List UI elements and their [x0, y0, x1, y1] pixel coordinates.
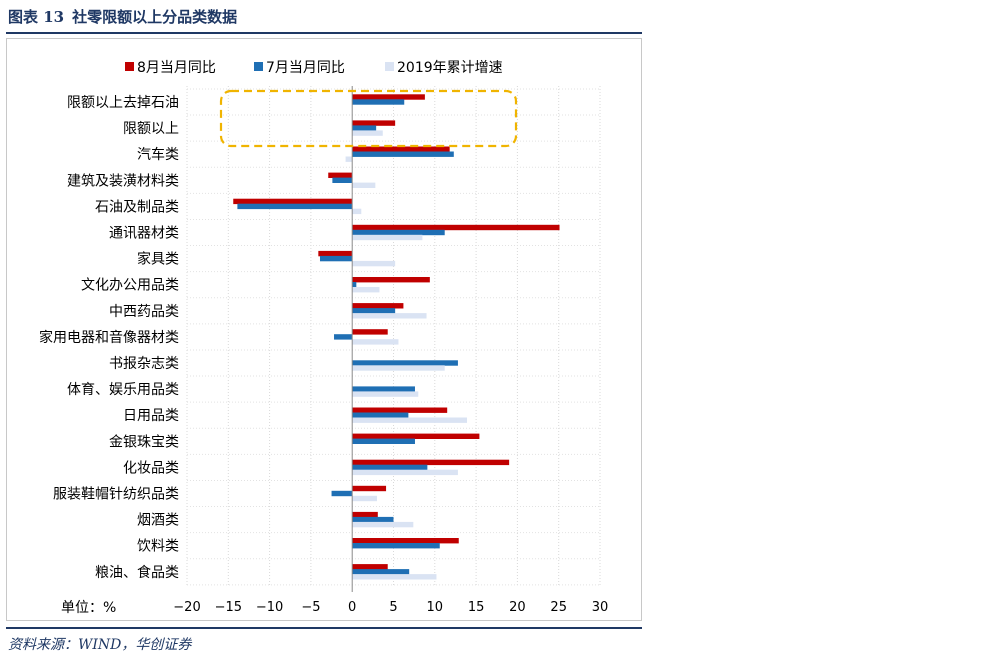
- bar: [352, 260, 396, 267]
- bar: [352, 277, 430, 283]
- category-label: 服装鞋帽针纺织品类: [53, 487, 179, 503]
- bar: [352, 125, 377, 131]
- x-tick-label: −15: [215, 600, 242, 615]
- x-tick-label: 20: [509, 600, 526, 615]
- x-tick-label: −10: [256, 600, 283, 615]
- x-tick-label: −20: [173, 600, 200, 615]
- legend-swatch: [254, 62, 263, 71]
- bar: [352, 543, 440, 549]
- category-label: 体育、娱乐用品类: [67, 382, 179, 398]
- highlight-box: [219, 89, 518, 148]
- category-label: 中西药品类: [109, 304, 179, 320]
- bar: [352, 412, 409, 418]
- bar: [332, 177, 353, 183]
- category-label: 日用品类: [123, 408, 179, 424]
- bar: [352, 329, 388, 335]
- bar: [318, 250, 353, 257]
- bar: [328, 172, 353, 178]
- x-tick-label: 10: [427, 600, 444, 615]
- bar: [319, 255, 353, 262]
- category-label: 家具类: [137, 251, 179, 268]
- category-label: 粮油、食品类: [95, 564, 179, 581]
- category-label: 家用电器和音像器材类: [39, 329, 179, 346]
- top-rule: [6, 32, 642, 34]
- bar: [352, 339, 399, 345]
- bar: [352, 130, 383, 136]
- source-note: 资料来源：WIND，华创证券: [8, 637, 192, 653]
- bar: [352, 574, 437, 580]
- bar: [352, 564, 388, 570]
- unit-label: 单位：%: [61, 600, 116, 616]
- legend-swatch: [385, 62, 394, 71]
- chart-frame: [6, 38, 642, 621]
- bar: [352, 516, 394, 523]
- bottom-rule: [6, 627, 642, 629]
- bar: [352, 282, 357, 288]
- category-label: 文化办公用品类: [81, 278, 179, 294]
- bar: [352, 485, 387, 492]
- x-tick-label: 25: [550, 600, 567, 615]
- bar: [352, 433, 480, 439]
- bar: [352, 94, 425, 100]
- bar: [352, 469, 458, 476]
- figure-title: 图表 13 社零限额以上分品类数据: [8, 6, 245, 30]
- category-label: 金银珠宝类: [109, 434, 179, 450]
- category-label: 化妆品类: [123, 460, 179, 476]
- category-label: 烟酒类: [137, 513, 179, 529]
- bar: [352, 208, 362, 215]
- bar: [237, 203, 353, 210]
- figure-title-text: 社零限额以上分品类数据: [72, 8, 238, 26]
- x-tick-label: 0: [348, 600, 356, 615]
- x-tick-label: 5: [389, 600, 397, 615]
- category-label: 限额以上: [123, 121, 179, 137]
- bar: [352, 224, 560, 231]
- bar: [345, 156, 353, 162]
- category-label: 书报杂志类: [109, 356, 179, 372]
- category-label: 饮料类: [137, 539, 179, 555]
- bar: [352, 120, 396, 126]
- bar: [352, 391, 419, 397]
- bar: [352, 229, 445, 236]
- bar: [352, 182, 376, 188]
- bar: [352, 495, 377, 502]
- bar: [352, 146, 450, 152]
- bar: [352, 464, 428, 471]
- bar: [352, 287, 380, 293]
- figure-label: 图表 13: [8, 8, 65, 26]
- bar: [352, 360, 458, 366]
- bar: [352, 234, 423, 241]
- legend-label: 8月当月同比: [137, 60, 216, 76]
- legend-swatch: [125, 62, 134, 71]
- bar: [334, 334, 353, 340]
- bar: [352, 438, 415, 444]
- category-label: 限额以上去掉石油: [67, 95, 179, 111]
- bar: [352, 303, 404, 309]
- bar: [352, 308, 396, 314]
- category-label: 汽车类: [137, 146, 179, 163]
- bar: [233, 198, 353, 205]
- bar: [352, 313, 427, 319]
- bar: [352, 386, 415, 392]
- bar: [352, 417, 468, 423]
- x-tick-label: 15: [468, 600, 485, 615]
- category-label: 通讯器材类: [109, 226, 179, 242]
- bar: [352, 99, 405, 105]
- legend-label: 7月当月同比: [266, 60, 345, 76]
- bar: [352, 407, 448, 413]
- bar: [352, 538, 459, 544]
- bar: [352, 459, 510, 466]
- legend-label: 2019年累计增速: [397, 60, 503, 76]
- x-tick-label: −5: [301, 600, 320, 615]
- category-label: 石油及制品类: [95, 199, 179, 215]
- bar: [352, 365, 445, 371]
- bar: [352, 521, 414, 528]
- bar: [331, 490, 353, 497]
- x-tick-label: 30: [592, 600, 609, 615]
- bar: [352, 569, 410, 575]
- bar: [352, 511, 378, 518]
- category-label: 建筑及装潢材料类: [67, 173, 179, 189]
- bar: [352, 151, 454, 157]
